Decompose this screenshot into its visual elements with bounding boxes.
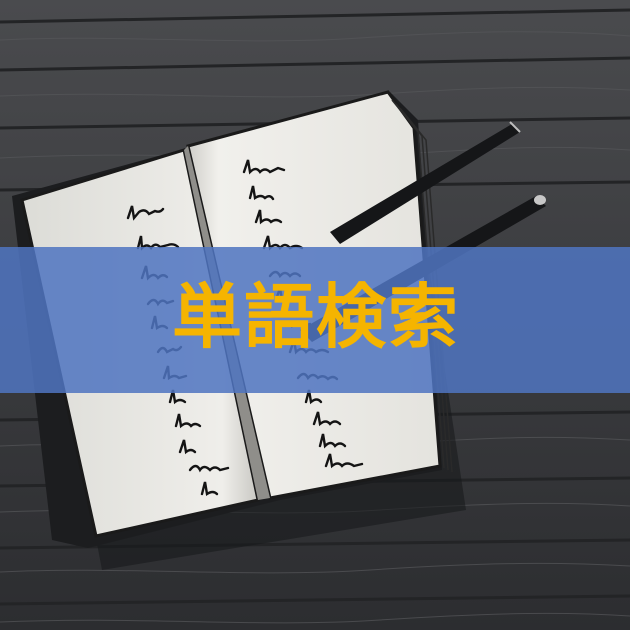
title-banner: 単語検索 xyxy=(0,247,630,393)
page-title: 単語検索 xyxy=(172,276,460,358)
title-banner-background xyxy=(0,247,630,393)
